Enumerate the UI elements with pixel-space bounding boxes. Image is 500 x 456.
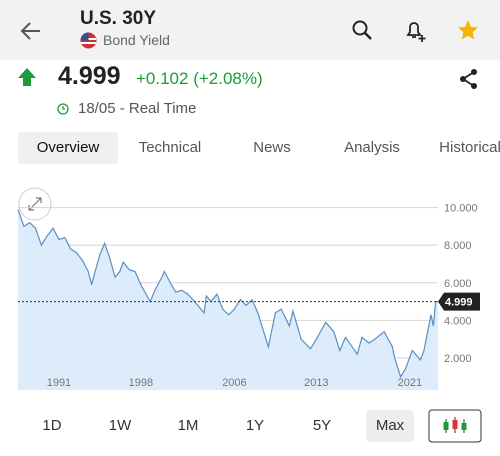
tab[interactable]: Technical xyxy=(138,139,202,156)
y-tick-label: 8.000 xyxy=(444,240,472,252)
favorite-button[interactable] xyxy=(456,18,480,42)
chart: 10.000 8.000 6.000 4.000 2.000 1991 1998 2006 20… xyxy=(17,187,480,390)
subtitle: Bond Yield xyxy=(103,32,170,48)
tab-bar: Overview Technical News Analysis Historical xyxy=(0,132,500,164)
range-button[interactable]: Max xyxy=(366,410,414,442)
x-tick-label: 2013 xyxy=(304,377,328,389)
change: +0.102 (+2.08%) xyxy=(136,69,263,88)
range-button[interactable]: 1M xyxy=(177,417,199,434)
expand-button[interactable] xyxy=(18,187,52,221)
flag xyxy=(80,32,97,49)
x-tick-label: 2006 xyxy=(222,377,246,389)
y-tick-label: 2.000 xyxy=(444,353,472,365)
share-button[interactable] xyxy=(458,68,480,90)
header: U.S. 30Y Bond Yield xyxy=(0,0,500,60)
title: U.S. 30Y xyxy=(80,8,157,29)
tab[interactable]: News xyxy=(253,139,291,156)
y-tick-label: 10.000 xyxy=(444,203,478,215)
tab[interactable]: Analysis xyxy=(344,139,400,156)
time: 18/05 - Real Time xyxy=(78,100,197,117)
range-button[interactable]: 1D xyxy=(42,417,62,434)
last-value-box xyxy=(438,292,480,311)
x-tick-label: 1998 xyxy=(129,377,153,389)
range-button[interactable]: 5Y xyxy=(312,417,332,434)
range-button[interactable]: 1Y xyxy=(245,417,265,434)
price: 4.999 xyxy=(58,62,121,90)
tab[interactable]: Historical xyxy=(439,139,500,156)
alert-button[interactable] xyxy=(402,16,430,44)
search-button[interactable] xyxy=(350,18,374,42)
range-button[interactable]: 1W xyxy=(108,417,132,434)
y-tick-label: 4.000 xyxy=(444,315,472,327)
up-arrow xyxy=(18,68,36,86)
x-tick-label: 2021 xyxy=(398,377,422,389)
last-value-label: 4.999 xyxy=(445,297,473,309)
area xyxy=(18,209,438,390)
clock-icon xyxy=(57,103,69,115)
line xyxy=(17,209,439,379)
chart-type-button[interactable] xyxy=(428,409,482,443)
x-tick-label: 1991 xyxy=(47,377,71,389)
back-button[interactable] xyxy=(18,18,44,44)
y-tick-label: 6.000 xyxy=(444,278,472,290)
tab[interactable]: Overview xyxy=(18,132,118,164)
